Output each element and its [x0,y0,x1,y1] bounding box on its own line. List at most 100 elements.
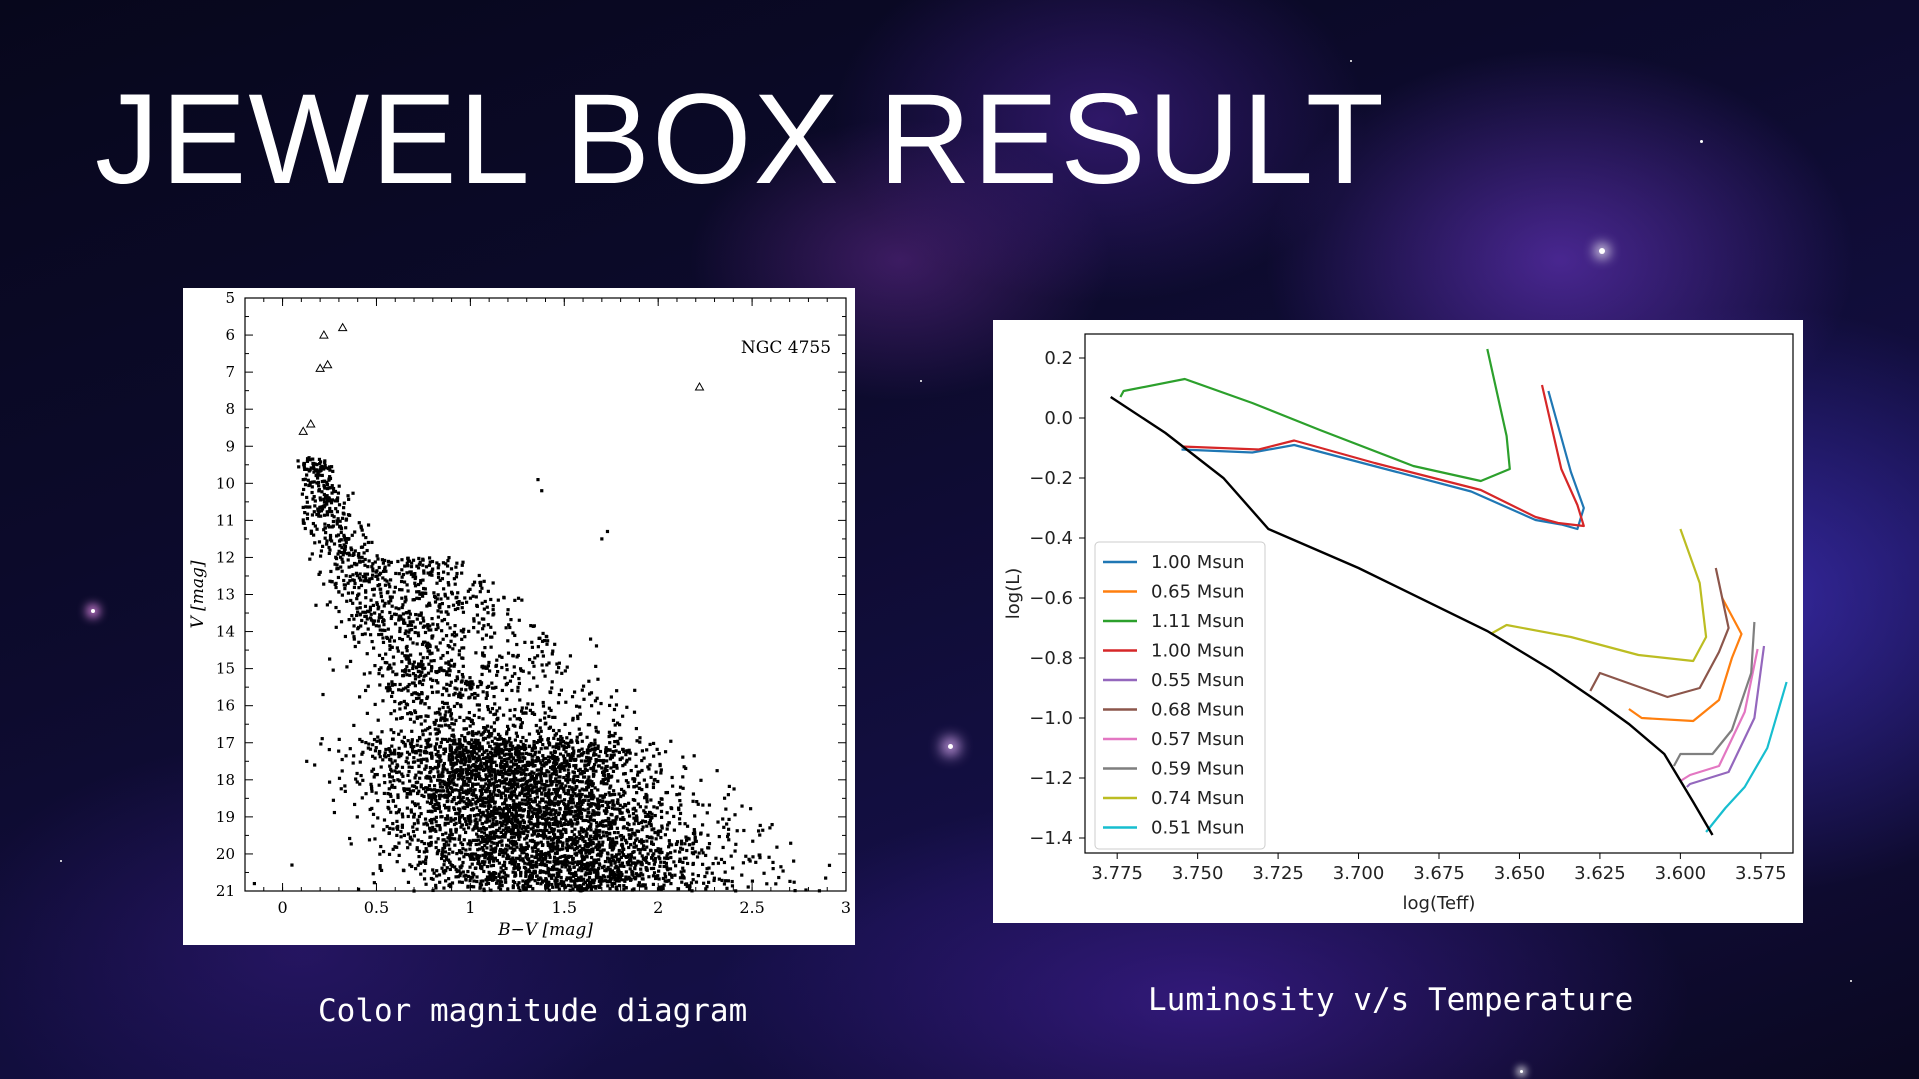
cmd-star-point [454,756,458,760]
cmd-star-point [588,692,592,696]
cmd-star-point [450,717,454,721]
cmd-star-point [484,696,488,700]
cmd-star-point [419,761,423,765]
cmd-star-point [325,502,329,506]
cmd-star-point [596,711,601,715]
cmd-star-point [554,882,558,886]
cmd-star-point [612,874,616,878]
cmd-star-point [552,855,557,859]
cmd-star-point [600,804,605,808]
cmd-star-point [486,857,490,861]
cmd-star-point [601,770,605,774]
cmd-star-point [555,790,559,794]
cmd-star-point [487,684,491,688]
cmd-star-point [508,708,512,712]
cmd-star-point [475,758,479,763]
cmd-star-point [490,792,494,796]
cmd-star-point [519,874,523,878]
cmd-star-point [305,459,310,463]
cmd-star-point [378,755,382,759]
cmd-star-point [497,872,501,876]
cmd-star-point [505,697,509,701]
cmd-star-point [454,827,458,831]
cmd-star-point [377,752,381,756]
cmd-star-point [317,489,321,493]
cmd-star-point [452,734,456,739]
cmd-star-point [464,801,468,806]
cmd-star-point [336,575,341,580]
cmd-star-point [668,842,672,846]
cmd-star-point [477,746,481,751]
cmd-star-point [467,777,472,782]
cmd-star-point [385,579,389,583]
cmd-star-point [560,671,564,675]
cmd-star-point [583,767,587,771]
cmd-star-point [484,782,488,786]
cmd-star-point [432,792,436,796]
cmd-star-point [692,828,696,832]
cmd-star-point [512,773,516,777]
cmd-star-point [496,879,500,883]
cmd-star-point [300,492,304,496]
cmd-star-point [458,874,462,878]
cmd-star-point [332,542,337,546]
cmd-star-point [583,808,587,812]
cmd-star-point [486,787,490,791]
cmd-star-point [342,583,346,587]
cmd-star-point [487,813,491,817]
cmd-star-point [615,763,619,768]
cmd-star-point [419,812,423,816]
cmd-star-point [436,778,440,782]
cmd-star-point [489,888,493,892]
cmd-star-point [308,481,312,485]
cmd-star-point [639,871,643,875]
cmd-star-point [506,651,511,655]
cmd-star-point [509,617,513,622]
cmd-star-point [397,841,401,845]
cmd-star-point [435,561,439,565]
cmd-star-point [429,876,433,881]
cmd-star-point [460,734,464,738]
cmd-star-point [400,772,404,776]
cmd-star-point [323,503,327,507]
cmd-star-point [470,750,474,754]
cmd-star-point [476,860,481,864]
cmd-star-point [514,758,518,763]
cmd-star-point [501,875,505,879]
cmd-star-point [626,781,630,785]
cmd-star-point [490,681,494,685]
cmd-star-point [628,751,632,755]
cmd-star-point [594,886,598,890]
cmd-star-point [461,754,465,758]
cmd-star-point [614,855,618,859]
cmd-star-point [390,680,394,684]
cmd-star-point [526,812,531,816]
cmd-star-point [581,800,585,804]
cmd-star-point [475,747,479,751]
cmd-star-point [464,745,468,750]
cmd-star-point [667,821,671,825]
cmd-star-point [502,785,506,789]
cmd-star-point [569,738,573,742]
cmd-star-point [343,634,348,639]
cmd-star-point [578,732,582,737]
cmd-star-point [530,790,534,794]
cmd-star-point [541,654,545,658]
cmd-star-point [363,604,368,608]
cmd-star-point [601,848,605,852]
cmd-star-point [405,571,409,575]
cmd-star-point [567,785,572,789]
cmd-star-point [507,787,511,791]
cmd-star-point [324,531,328,535]
cmd-star-point [578,844,582,848]
cmd-star-point [455,852,459,856]
cmd-star-point [381,758,385,762]
cmd-star-point [520,746,524,750]
cmd-star-point [396,824,400,829]
cmd-star-point [506,887,510,891]
cmd-star-point [539,777,543,781]
cmd-star-point [400,660,404,664]
cmd-star-point [509,805,513,810]
cmd-star-point [464,688,468,692]
cmd-star-point [456,795,460,800]
